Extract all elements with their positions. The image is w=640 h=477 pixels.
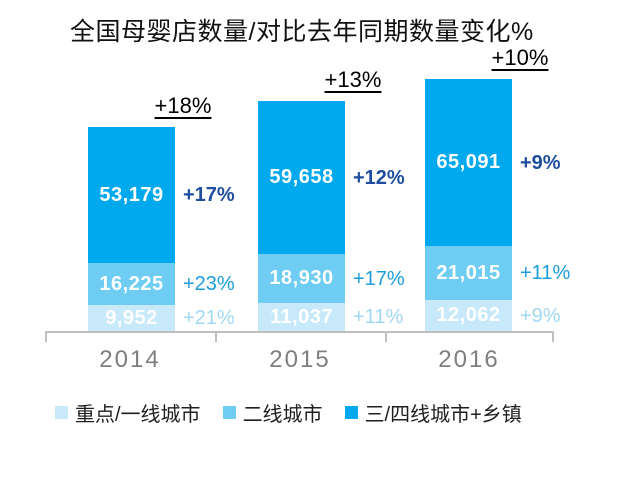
legend-label-tier3: 三/四线城市+乡镇 (364, 404, 522, 426)
bar-value-label: 21,015 (436, 261, 501, 284)
total-change-label-2016: +10% (491, 45, 549, 70)
pct-change-label-2016-tier2: +11% (520, 262, 571, 284)
legend-label-tier1: 重点/一线城市 (75, 404, 201, 426)
bar-value-label: 16,225 (99, 272, 164, 295)
pct-change-label-2015-tier1: +11% (353, 306, 404, 328)
chart-title: 全国母婴店数量/对比去年同期数量变化% (70, 18, 534, 46)
bar-segment-2015-tier3: 59,658 (258, 101, 345, 254)
bar-segment-2015-tier2: 18,930 (258, 254, 345, 303)
pct-change-label-2015-tier2: +17% (353, 267, 405, 290)
axis-tick (45, 331, 47, 342)
bar-segment-2015-tier1: 11,037 (258, 303, 345, 331)
legend-item-tier1: 重点/一线城市 (55, 398, 201, 427)
x-axis-label-2015: 2015 (269, 346, 331, 373)
bar-value-label: 59,658 (269, 166, 334, 188)
pct-change-label-2014-tier3: +17% (183, 184, 235, 206)
pct-change-label-2016-tier1: +9% (520, 304, 561, 327)
bar-value-label: 12,062 (436, 304, 501, 326)
bar-value-label: 53,179 (99, 183, 164, 206)
x-axis-line (45, 331, 553, 333)
bar-value-label: 18,930 (269, 267, 334, 289)
bar-value-label: 9,952 (105, 306, 158, 329)
total-change-label-2015: +13% (324, 67, 382, 92)
legend-item-tier3: 三/四线城市+乡镇 (344, 398, 522, 427)
bar-segment-2016-tier2: 21,015 (425, 246, 512, 300)
pct-change-label-2014-tier2: +23% (183, 273, 235, 295)
legend-label-tier2: 二线城市 (242, 404, 323, 426)
axis-tick (552, 331, 554, 342)
x-axis-label-2016: 2016 (438, 346, 500, 373)
x-axis-label-2014: 2014 (99, 346, 161, 373)
bar-segment-2014-tier2: 16,225 (88, 263, 175, 305)
legend: 重点/一线城市 二线城市 三/四线城市+乡镇 (55, 398, 522, 427)
bar-segment-2014-tier1: 9,952 (88, 305, 175, 331)
bar-segment-2014-tier3: 53,179 (88, 127, 175, 263)
axis-tick (385, 331, 387, 342)
legend-item-tier2: 二线城市 (222, 398, 323, 427)
legend-swatch-tier3-icon (344, 406, 358, 419)
pct-change-label-2015-tier3: +12% (353, 166, 405, 189)
bar-value-label: 11,037 (269, 305, 334, 328)
legend-swatch-tier2-icon (222, 406, 236, 419)
pct-change-label-2014-tier1: +21% (183, 307, 235, 329)
bar-segment-2016-tier1: 12,062 (425, 300, 512, 331)
bar-segment-2016-tier3: 65,091 (425, 79, 512, 246)
bar-value-label: 65,091 (436, 151, 501, 173)
legend-swatch-tier1-icon (55, 406, 68, 419)
axis-tick (215, 331, 217, 342)
pct-change-label-2016-tier3: +9% (520, 151, 561, 174)
total-change-label-2014: +18% (154, 93, 212, 118)
